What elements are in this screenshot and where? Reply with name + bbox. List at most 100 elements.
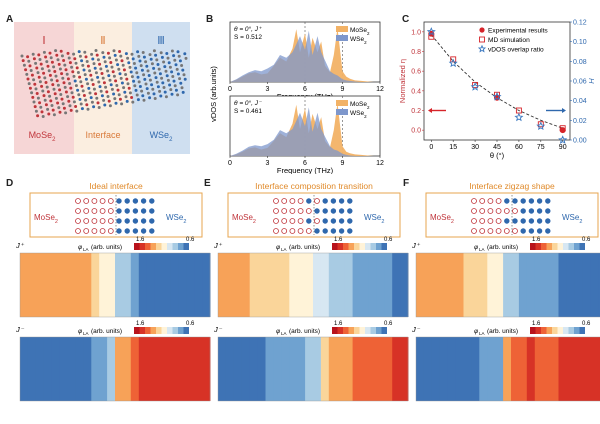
schematic-title: Interface zigzag shape [469, 181, 555, 191]
eta-ytick-left-label: 0.0 [411, 128, 421, 135]
flux-map-cell [439, 253, 449, 317]
wse2-atom [124, 228, 130, 234]
flux-map-cell [368, 253, 377, 317]
schematic-label-wse2: WSe2 [364, 213, 384, 225]
lattice-atom [55, 79, 59, 83]
mose2-atom [83, 228, 90, 234]
wse2-atom [545, 218, 551, 224]
colorbar-swatch [134, 327, 140, 334]
lattice-atom [25, 72, 29, 76]
lattice-atom [179, 81, 183, 85]
lattice-atom [170, 49, 174, 53]
lattice-atom [68, 104, 72, 108]
mose2-atom [487, 228, 494, 234]
schematic-label-wse2: WSe2 [166, 213, 186, 225]
vdos-ylabel: vDOS (arb.units) [209, 66, 218, 122]
lattice-atom [128, 65, 132, 69]
wse2-atom [528, 198, 535, 204]
colorbar-max: 0.6 [582, 321, 591, 327]
legend-experiment-label: Experimental results [488, 28, 548, 35]
lattice-atom [53, 70, 57, 73]
flux-map-cell [107, 253, 116, 317]
lattice-atom [44, 103, 48, 107]
lattice-atom [155, 58, 159, 62]
lattice-atom [128, 91, 132, 95]
lattice-atom [118, 72, 122, 76]
flux-map-cell [273, 253, 282, 317]
lattice-atom [154, 53, 158, 57]
flux-map-cell [320, 337, 330, 401]
colorbar-swatch [332, 243, 338, 250]
flux-map-cell [99, 337, 108, 401]
flux-map-cell [511, 253, 520, 317]
lattice-atom [135, 71, 139, 75]
wse2-atom [116, 218, 122, 224]
vdos-overlap-point [426, 27, 436, 36]
lattice-atom [146, 91, 150, 95]
lattice-atom [82, 68, 86, 72]
lattice-atom [159, 51, 163, 55]
lattice-atom [143, 77, 147, 81]
lattice-atom [96, 58, 100, 62]
lattice-atom [107, 99, 111, 103]
mose2-atom [479, 198, 486, 204]
schematic-frame [425, 192, 599, 238]
flux-map-cell [503, 253, 512, 317]
vdos-legend-swatch [336, 109, 348, 115]
lattice-atom [178, 59, 182, 63]
lattice-atom [85, 103, 89, 107]
mose2-atom [107, 208, 114, 214]
flux-map-cell [431, 337, 441, 401]
lattice-atom [114, 58, 118, 62]
lattice-atom [108, 78, 112, 82]
lattice-atom [48, 73, 52, 77]
mose2-atom [479, 228, 486, 234]
lattice-atom [109, 61, 113, 64]
flux-map-frame [415, 252, 600, 318]
lattice-atom [73, 79, 77, 83]
vdos-legend-label: WSe2 [350, 110, 367, 119]
lattice-atom [74, 105, 78, 108]
wse2-atom [116, 228, 122, 234]
lattice-atom [39, 62, 43, 66]
lattice-atom [75, 109, 79, 113]
lattice-atom [157, 67, 161, 71]
flux-map-cell [67, 337, 76, 401]
mose2-atom [83, 218, 90, 224]
lattice-atom [125, 99, 129, 103]
lattice-atom [164, 69, 168, 73]
lattice-atom [126, 82, 130, 86]
lattice-atom [42, 94, 46, 98]
lattice-atom [170, 70, 174, 74]
lattice-atom [148, 96, 152, 100]
lattice-atom [50, 60, 54, 64]
lattice-atom [61, 76, 65, 80]
lattice-atom [77, 93, 81, 97]
flux-map-cell [471, 253, 480, 317]
mose2-atom [273, 208, 279, 214]
wse2-atom [314, 208, 320, 214]
flux-map-cell [534, 337, 544, 401]
lattice-atom [36, 96, 40, 100]
vdos-xtick-label: 6 [303, 160, 307, 167]
wse2-atom [338, 228, 345, 234]
lattice-atom [169, 88, 173, 92]
flux-map-cell [439, 337, 449, 401]
lattice-atom [105, 90, 109, 94]
lattice-atom [130, 75, 134, 79]
wse2-atom [132, 208, 139, 214]
lattice-atom [160, 76, 164, 80]
panel-label-b: B [206, 14, 214, 25]
lattice-atom [91, 83, 95, 86]
flux-map-cell [138, 253, 148, 317]
lattice-atom [69, 108, 73, 112]
flux-map-cell [431, 253, 441, 317]
lattice-atom [83, 50, 87, 54]
lattice-atom [166, 56, 170, 60]
mose2-atom [471, 218, 477, 224]
wse2-atom [330, 228, 337, 234]
flux-map-cell [423, 253, 433, 317]
schematic-frame [227, 192, 401, 238]
colorbar-swatch [563, 243, 569, 250]
lattice-atom [159, 94, 163, 98]
